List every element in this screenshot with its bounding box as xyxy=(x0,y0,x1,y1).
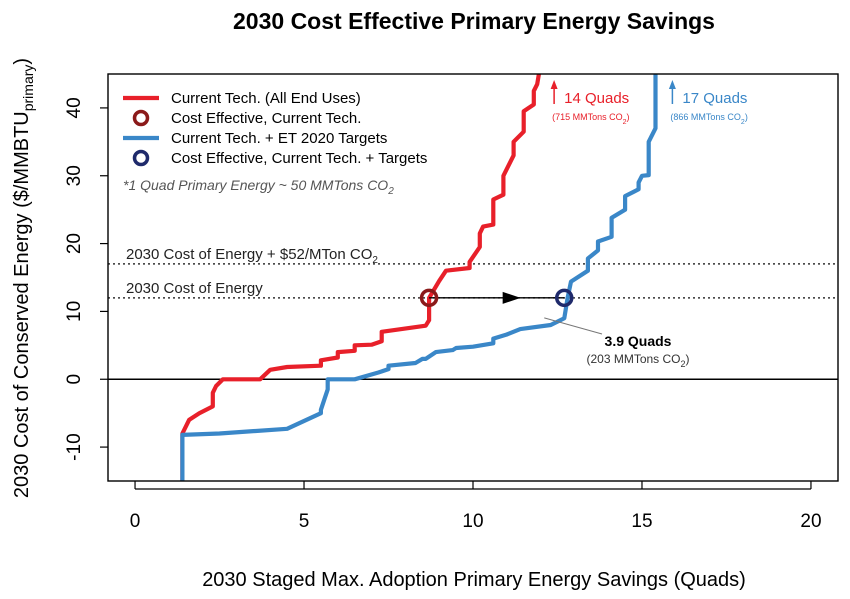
co2-note-text: *1 Quad Primary Energy ~ 50 MMTons CO xyxy=(123,177,388,193)
annotation-co2-1: (866 MMTons CO2) xyxy=(670,112,747,126)
y-axis-title-close: ) xyxy=(11,58,33,65)
annotation-co2-0-close: ) xyxy=(627,112,630,122)
series-line-1 xyxy=(180,74,658,481)
co2-note: *1 Quad Primary Energy ~ 50 MMTons CO2 xyxy=(123,177,394,197)
legend-label-0: Current Tech. (All End Uses) xyxy=(171,90,361,107)
marker-1 xyxy=(555,288,574,308)
legend-label-2: Current Tech. + ET 2020 Targets xyxy=(171,130,387,147)
annotation-co2-1-close: ) xyxy=(745,112,748,122)
x-tick-label-1: 5 xyxy=(299,511,310,532)
y-axis-title: 2030 Cost of Conserved Energy ($/MMBTUpr… xyxy=(11,58,36,498)
legend-label-3: Cost Effective, Current Tech. + Targets xyxy=(171,150,427,167)
x-axis-title: 2030 Staged Max. Adoption Primary Energy… xyxy=(202,569,746,591)
y-tick-label-0: -10 xyxy=(64,433,85,460)
plot-frame xyxy=(107,73,839,482)
y-tick-label-1: 0 xyxy=(64,374,85,385)
legend-swatch-1 xyxy=(132,109,150,127)
annotation-label-0: 14 Quads xyxy=(564,90,629,107)
annotation-co2-0: (715 MMTons CO2) xyxy=(552,112,629,126)
y-tick-label-2: 10 xyxy=(64,301,85,322)
reference-label-0-text: 2030 Cost of Energy + $52/MTon CO xyxy=(126,246,372,263)
y-tick-label-3: 20 xyxy=(64,233,85,254)
annotation-co2-0-subscript: 2 xyxy=(623,119,627,126)
gap-co2-label-close: ) xyxy=(686,352,690,366)
y-axis-title-main: 2030 Cost of Conserved Energy ($/MMBTU xyxy=(11,111,33,498)
annotation-co2-1-subscript: 2 xyxy=(741,119,745,126)
annotation-arrowhead-0 xyxy=(550,80,558,89)
x-tick-label-0: 0 xyxy=(130,511,141,532)
annotation-label-1: 17 Quads xyxy=(682,90,747,107)
gap-arrowhead xyxy=(502,291,521,304)
annotation-co2-1-text: (866 MMTons CO xyxy=(670,112,741,122)
y-tick-label-5: 40 xyxy=(64,97,85,118)
co2-note-subscript: 2 xyxy=(387,186,394,197)
series-line-0 xyxy=(180,74,541,481)
legend-label-1: Cost Effective, Current Tech. xyxy=(171,110,361,127)
marker-0 xyxy=(419,288,439,308)
gap-label: 3.9 Quads xyxy=(605,333,672,349)
annotation-arrowhead-1 xyxy=(668,80,676,89)
gap-co2-label-text: (203 MMTons CO xyxy=(586,352,680,366)
gap-leader-line xyxy=(544,317,603,335)
reference-label-1: 2030 Cost of Energy xyxy=(126,280,263,297)
x-tick-label-3: 15 xyxy=(631,511,652,532)
chart-title: 2030 Cost Effective Primary Energy Savin… xyxy=(233,8,715,34)
reference-label-0: 2030 Cost of Energy + $52/MTon CO2 xyxy=(126,246,378,266)
annotation-co2-0-text: (715 MMTons CO xyxy=(552,112,623,122)
y-tick-label-4: 30 xyxy=(64,165,85,186)
gap-co2-label: (203 MMTons CO2) xyxy=(586,352,689,369)
x-tick-label-4: 20 xyxy=(800,511,821,532)
reference-label-0-subscript: 2 xyxy=(372,255,378,266)
gap-co2-label-subscript: 2 xyxy=(681,359,686,369)
x-tick-label-2: 10 xyxy=(462,511,483,532)
y-axis-title-sub: primary xyxy=(20,65,36,112)
legend-swatch-3 xyxy=(132,149,150,167)
reference-label-1-text: 2030 Cost of Energy xyxy=(126,280,263,297)
y-axis-title-text: 2030 Cost of Conserved Energy ($/MMBTUpr… xyxy=(11,58,36,498)
